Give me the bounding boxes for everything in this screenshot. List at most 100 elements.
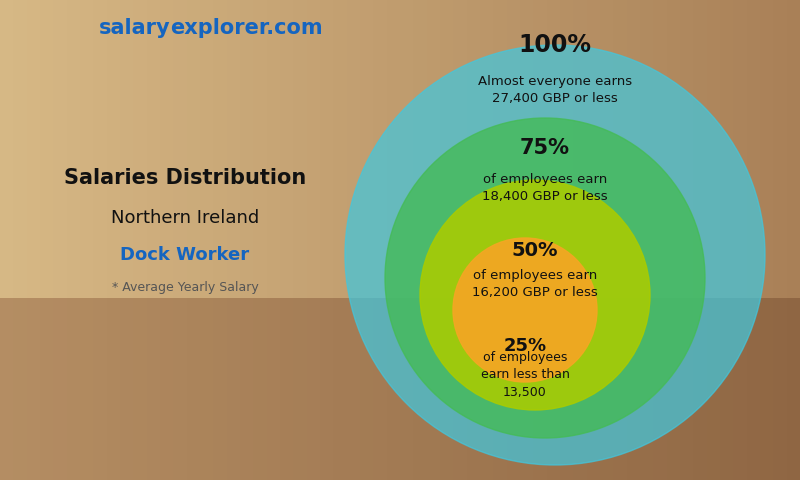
Bar <box>534 0 546 480</box>
Bar <box>574 0 586 480</box>
Bar <box>134 0 146 480</box>
Bar <box>640 0 654 480</box>
Bar <box>134 298 146 480</box>
Bar <box>280 0 294 480</box>
Bar <box>546 0 560 480</box>
Bar <box>174 0 186 480</box>
Bar <box>186 0 200 480</box>
Bar <box>266 298 280 480</box>
Bar <box>186 298 200 480</box>
Bar <box>480 0 494 480</box>
Bar <box>680 0 694 480</box>
Bar <box>174 298 186 480</box>
Bar <box>26 0 40 480</box>
Bar <box>720 298 734 480</box>
Bar <box>586 0 600 480</box>
Bar <box>666 0 680 480</box>
Text: 100%: 100% <box>518 33 591 57</box>
Bar <box>720 0 734 480</box>
Bar <box>334 0 346 480</box>
Bar <box>40 298 54 480</box>
Bar <box>626 0 640 480</box>
Bar <box>280 298 294 480</box>
Bar <box>426 298 440 480</box>
Bar <box>746 0 760 480</box>
Bar <box>560 0 574 480</box>
Bar <box>0 0 14 480</box>
Bar <box>626 298 640 480</box>
Circle shape <box>385 118 705 438</box>
Bar <box>706 0 720 480</box>
Bar <box>680 298 694 480</box>
Bar <box>94 298 106 480</box>
Text: Northern Ireland: Northern Ireland <box>111 209 259 227</box>
Bar <box>106 298 120 480</box>
Bar <box>360 0 374 480</box>
Bar <box>66 0 80 480</box>
Bar <box>654 298 666 480</box>
Bar <box>400 0 414 480</box>
Bar <box>346 0 360 480</box>
Circle shape <box>420 180 650 410</box>
Bar <box>54 298 66 480</box>
Bar <box>666 298 680 480</box>
Text: Almost everyone earns
27,400 GBP or less: Almost everyone earns 27,400 GBP or less <box>478 75 632 105</box>
Bar <box>600 0 614 480</box>
Bar <box>360 298 374 480</box>
Bar <box>560 298 574 480</box>
Bar <box>160 0 174 480</box>
Text: Salaries Distribution: Salaries Distribution <box>64 168 306 188</box>
Bar <box>786 0 800 480</box>
Bar <box>14 0 26 480</box>
Bar <box>614 0 626 480</box>
Bar <box>520 298 534 480</box>
Bar <box>334 298 346 480</box>
Bar <box>440 0 454 480</box>
Bar <box>294 298 306 480</box>
Bar <box>320 298 334 480</box>
Bar <box>534 298 546 480</box>
Bar <box>774 298 786 480</box>
Bar <box>426 0 440 480</box>
Bar <box>694 0 706 480</box>
Bar <box>774 0 786 480</box>
Bar <box>306 0 320 480</box>
Bar <box>760 0 774 480</box>
Bar <box>546 298 560 480</box>
Bar <box>414 298 426 480</box>
Bar <box>706 298 720 480</box>
Bar <box>760 298 774 480</box>
Bar <box>346 298 360 480</box>
Bar <box>66 298 80 480</box>
Bar <box>146 298 160 480</box>
Bar <box>454 298 466 480</box>
Bar <box>226 0 240 480</box>
Text: 25%: 25% <box>503 337 546 355</box>
Text: of employees earn
16,200 GBP or less: of employees earn 16,200 GBP or less <box>472 269 598 299</box>
Bar <box>226 298 240 480</box>
Bar <box>506 298 520 480</box>
Bar <box>614 298 626 480</box>
Bar <box>734 0 746 480</box>
Bar <box>786 298 800 480</box>
Bar <box>106 0 120 480</box>
Bar <box>80 0 94 480</box>
Text: explorer.com: explorer.com <box>170 18 322 38</box>
Text: salary: salary <box>98 18 170 38</box>
Bar <box>586 298 600 480</box>
Bar <box>306 298 320 480</box>
Bar <box>54 0 66 480</box>
Circle shape <box>345 45 765 465</box>
Bar <box>494 298 506 480</box>
Bar <box>254 0 266 480</box>
Bar <box>94 0 106 480</box>
Bar <box>374 298 386 480</box>
Bar <box>200 0 214 480</box>
Bar <box>746 298 760 480</box>
Bar <box>320 0 334 480</box>
Bar <box>374 0 386 480</box>
Bar <box>400 298 414 480</box>
Bar <box>294 0 306 480</box>
Bar <box>14 298 26 480</box>
Bar <box>640 298 654 480</box>
